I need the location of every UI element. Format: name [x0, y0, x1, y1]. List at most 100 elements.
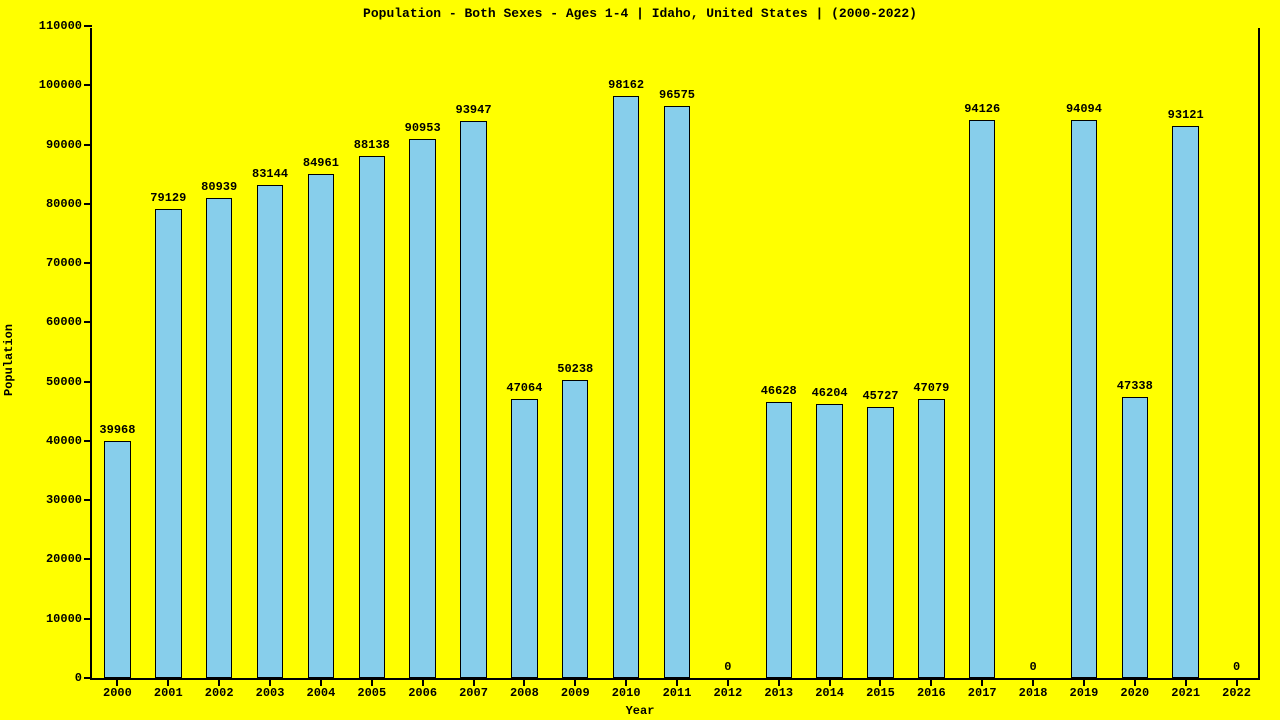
bar-value-label: 83144 [252, 167, 288, 181]
x-tick [1032, 678, 1034, 686]
y-tick-label: 70000 [46, 256, 82, 270]
bar-value-label: 47064 [506, 381, 542, 395]
x-tick [574, 678, 576, 686]
y-tick [84, 558, 92, 560]
bar [104, 441, 130, 678]
x-tick-label: 2001 [154, 686, 183, 700]
x-tick [727, 678, 729, 686]
bar [664, 106, 690, 678]
bar [613, 96, 639, 678]
x-tick-label: 2007 [459, 686, 488, 700]
x-tick [167, 678, 169, 686]
x-tick [422, 678, 424, 686]
y-tick [84, 321, 92, 323]
bar [1071, 120, 1097, 678]
x-tick-label: 2008 [510, 686, 539, 700]
bar-value-label: 93947 [456, 103, 492, 117]
x-tick-label: 2005 [357, 686, 386, 700]
bar-value-label: 50238 [557, 362, 593, 376]
x-tick-label: 2021 [1171, 686, 1200, 700]
x-tick-label: 2009 [561, 686, 590, 700]
bar [562, 380, 588, 678]
bar [816, 404, 842, 678]
y-tick [84, 381, 92, 383]
y-tick-label: 60000 [46, 315, 82, 329]
y-axis-label: Population [2, 324, 16, 396]
bar [308, 174, 334, 678]
bar-value-label: 90953 [405, 121, 441, 135]
bar [1122, 397, 1148, 678]
bar-value-label: 93121 [1168, 108, 1204, 122]
plot-area: 0100002000030000400005000060000700008000… [90, 28, 1260, 680]
bar-value-label: 47338 [1117, 379, 1153, 393]
x-tick [981, 678, 983, 686]
x-tick [1236, 678, 1238, 686]
y-tick [84, 144, 92, 146]
chart-title: Population - Both Sexes - Ages 1-4 | Ida… [0, 6, 1280, 21]
bar [918, 399, 944, 678]
x-tick-label: 2010 [612, 686, 641, 700]
x-tick-label: 2003 [256, 686, 285, 700]
y-tick-label: 80000 [46, 197, 82, 211]
y-tick [84, 25, 92, 27]
x-tick-label: 2017 [968, 686, 997, 700]
y-tick-label: 10000 [46, 612, 82, 626]
x-tick [269, 678, 271, 686]
x-tick-label: 2002 [205, 686, 234, 700]
y-tick [84, 618, 92, 620]
x-tick-label: 2022 [1222, 686, 1251, 700]
y-tick-label: 110000 [39, 19, 82, 33]
y-tick-label: 30000 [46, 493, 82, 507]
bar-value-label: 39968 [99, 423, 135, 437]
bar [511, 399, 537, 678]
y-tick-label: 50000 [46, 375, 82, 389]
y-tick-label: 90000 [46, 138, 82, 152]
x-tick-label: 2019 [1070, 686, 1099, 700]
x-tick-label: 2011 [663, 686, 692, 700]
bar-value-label: 96575 [659, 88, 695, 102]
bar-value-label: 79129 [150, 191, 186, 205]
y-tick-label: 0 [75, 671, 82, 685]
bar-value-label: 45727 [862, 389, 898, 403]
bar [766, 402, 792, 678]
x-tick [1185, 678, 1187, 686]
y-tick [84, 499, 92, 501]
x-tick-label: 2020 [1120, 686, 1149, 700]
x-tick [320, 678, 322, 686]
bar [155, 209, 181, 678]
bar-value-label: 84961 [303, 156, 339, 170]
bar-value-label: 88138 [354, 138, 390, 152]
bar-value-label: 46204 [812, 386, 848, 400]
y-tick-label: 40000 [46, 434, 82, 448]
x-tick-label: 2012 [713, 686, 742, 700]
bar [867, 407, 893, 678]
x-tick-label: 2018 [1019, 686, 1048, 700]
bar-value-label: 94126 [964, 102, 1000, 116]
x-tick [676, 678, 678, 686]
x-tick-label: 2015 [866, 686, 895, 700]
bar-value-label: 0 [1029, 660, 1036, 674]
y-tick-label: 20000 [46, 552, 82, 566]
x-tick [218, 678, 220, 686]
bar [969, 120, 995, 678]
y-tick [84, 203, 92, 205]
x-tick [829, 678, 831, 686]
x-tick [879, 678, 881, 686]
bar [257, 185, 283, 678]
bar [409, 139, 435, 678]
x-tick-label: 2006 [408, 686, 437, 700]
y-tick [84, 440, 92, 442]
x-tick [523, 678, 525, 686]
x-tick-label: 2004 [307, 686, 336, 700]
bar [1172, 126, 1198, 678]
x-tick [625, 678, 627, 686]
bar-value-label: 0 [724, 660, 731, 674]
x-tick-label: 2013 [764, 686, 793, 700]
bar-value-label: 47079 [913, 381, 949, 395]
bar [460, 121, 486, 678]
x-tick [778, 678, 780, 686]
x-tick [116, 678, 118, 686]
y-tick [84, 262, 92, 264]
x-tick-label: 2016 [917, 686, 946, 700]
bar-value-label: 0 [1233, 660, 1240, 674]
